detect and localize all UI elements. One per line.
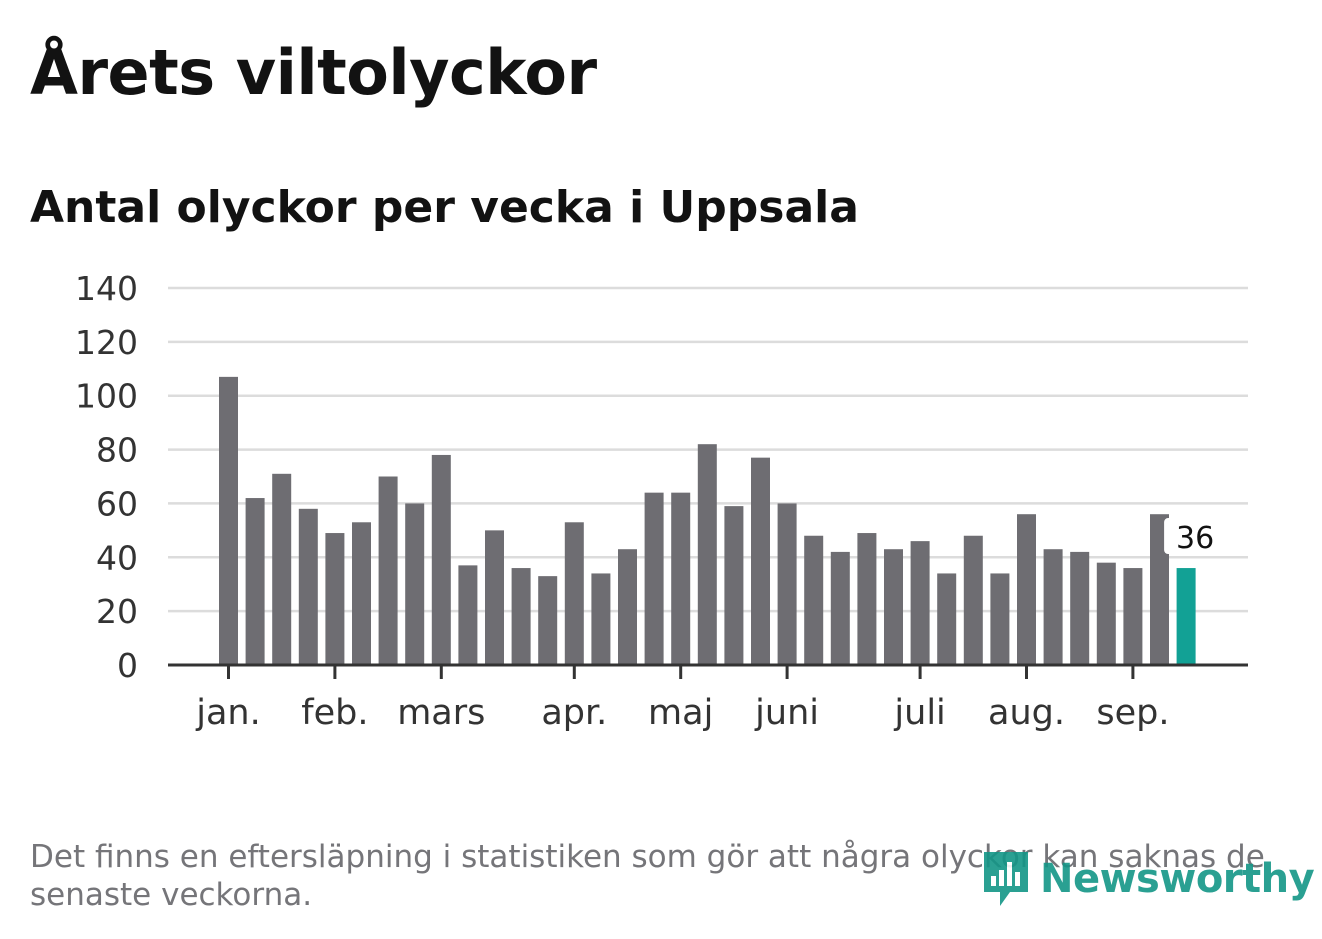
chart-title: Årets viltolyckor <box>30 36 597 109</box>
chart-subtitle: Antal olyckor per vecka i Uppsala <box>30 182 859 233</box>
y-tick-label: 120 <box>75 323 138 362</box>
bar <box>1096 562 1116 665</box>
bar <box>298 508 318 665</box>
y-tick-label: 100 <box>75 377 138 416</box>
y-tick-label: 60 <box>96 484 138 523</box>
footnote: Det finns en eftersläpning i statistiken… <box>30 839 1265 913</box>
logo-text: Newsworthy <box>1040 856 1315 902</box>
bar <box>1123 568 1143 665</box>
bar <box>857 533 877 665</box>
data-label-current-week: 36 <box>1176 521 1214 556</box>
y-tick-label: 80 <box>96 431 138 470</box>
bar <box>777 503 797 665</box>
bar-chart: 0 20 40 60 80 100 120 140 jan. feb. mars apr. maj ju… <box>75 269 1248 733</box>
x-axis: jan. feb. mars apr. maj juni juli aug. sep. <box>168 663 1248 733</box>
x-tick-label: juni <box>754 693 819 733</box>
bar <box>671 492 691 665</box>
bar-current-week <box>1176 568 1196 665</box>
bar <box>963 535 983 665</box>
x-tick-label: sep. <box>1096 693 1169 733</box>
bar <box>644 492 664 665</box>
bar <box>910 541 930 665</box>
bar <box>618 549 637 665</box>
bar <box>1150 514 1169 665</box>
bar <box>830 551 850 665</box>
x-tick-label: feb. <box>301 693 368 733</box>
bar <box>1070 551 1090 665</box>
bar <box>724 506 744 665</box>
y-tick-label: 40 <box>96 538 138 577</box>
x-tick-label: juli <box>893 693 945 733</box>
x-tick-label: jan. <box>195 693 260 733</box>
bar <box>1043 549 1063 665</box>
y-axis-tick-labels: 0 20 40 60 80 100 120 140 <box>75 269 138 685</box>
bar <box>245 498 265 665</box>
bar <box>990 573 1010 665</box>
x-tick-label: apr. <box>541 693 607 733</box>
bar <box>272 473 292 665</box>
bar <box>405 503 425 665</box>
x-tick-label: maj <box>648 693 713 733</box>
bar <box>511 568 531 665</box>
bar <box>804 535 824 665</box>
bar <box>564 522 584 665</box>
bar <box>697 444 717 665</box>
y-tick-label: 140 <box>75 269 138 308</box>
bar <box>591 573 611 665</box>
bar <box>485 530 504 665</box>
bar <box>431 454 451 665</box>
y-tick-label: 0 <box>117 646 138 685</box>
bar <box>352 522 371 665</box>
bar <box>325 533 345 665</box>
bar <box>458 565 478 665</box>
bar <box>1017 514 1036 665</box>
bar <box>937 573 957 665</box>
x-tick-label: mars <box>397 693 485 733</box>
x-tick-label: aug. <box>988 693 1065 733</box>
bar <box>751 457 770 665</box>
newsworthy-logo: Newsworthy <box>980 848 1315 910</box>
newsworthy-logo-icon <box>984 852 1028 906</box>
data-labels: 36 <box>1164 518 1214 556</box>
bar <box>538 576 558 665</box>
data-label-background <box>1164 518 1209 555</box>
y-tick-label: 20 <box>96 592 138 631</box>
bars <box>219 376 1196 665</box>
bar <box>884 549 903 665</box>
bar <box>219 376 238 665</box>
bar <box>378 476 398 665</box>
